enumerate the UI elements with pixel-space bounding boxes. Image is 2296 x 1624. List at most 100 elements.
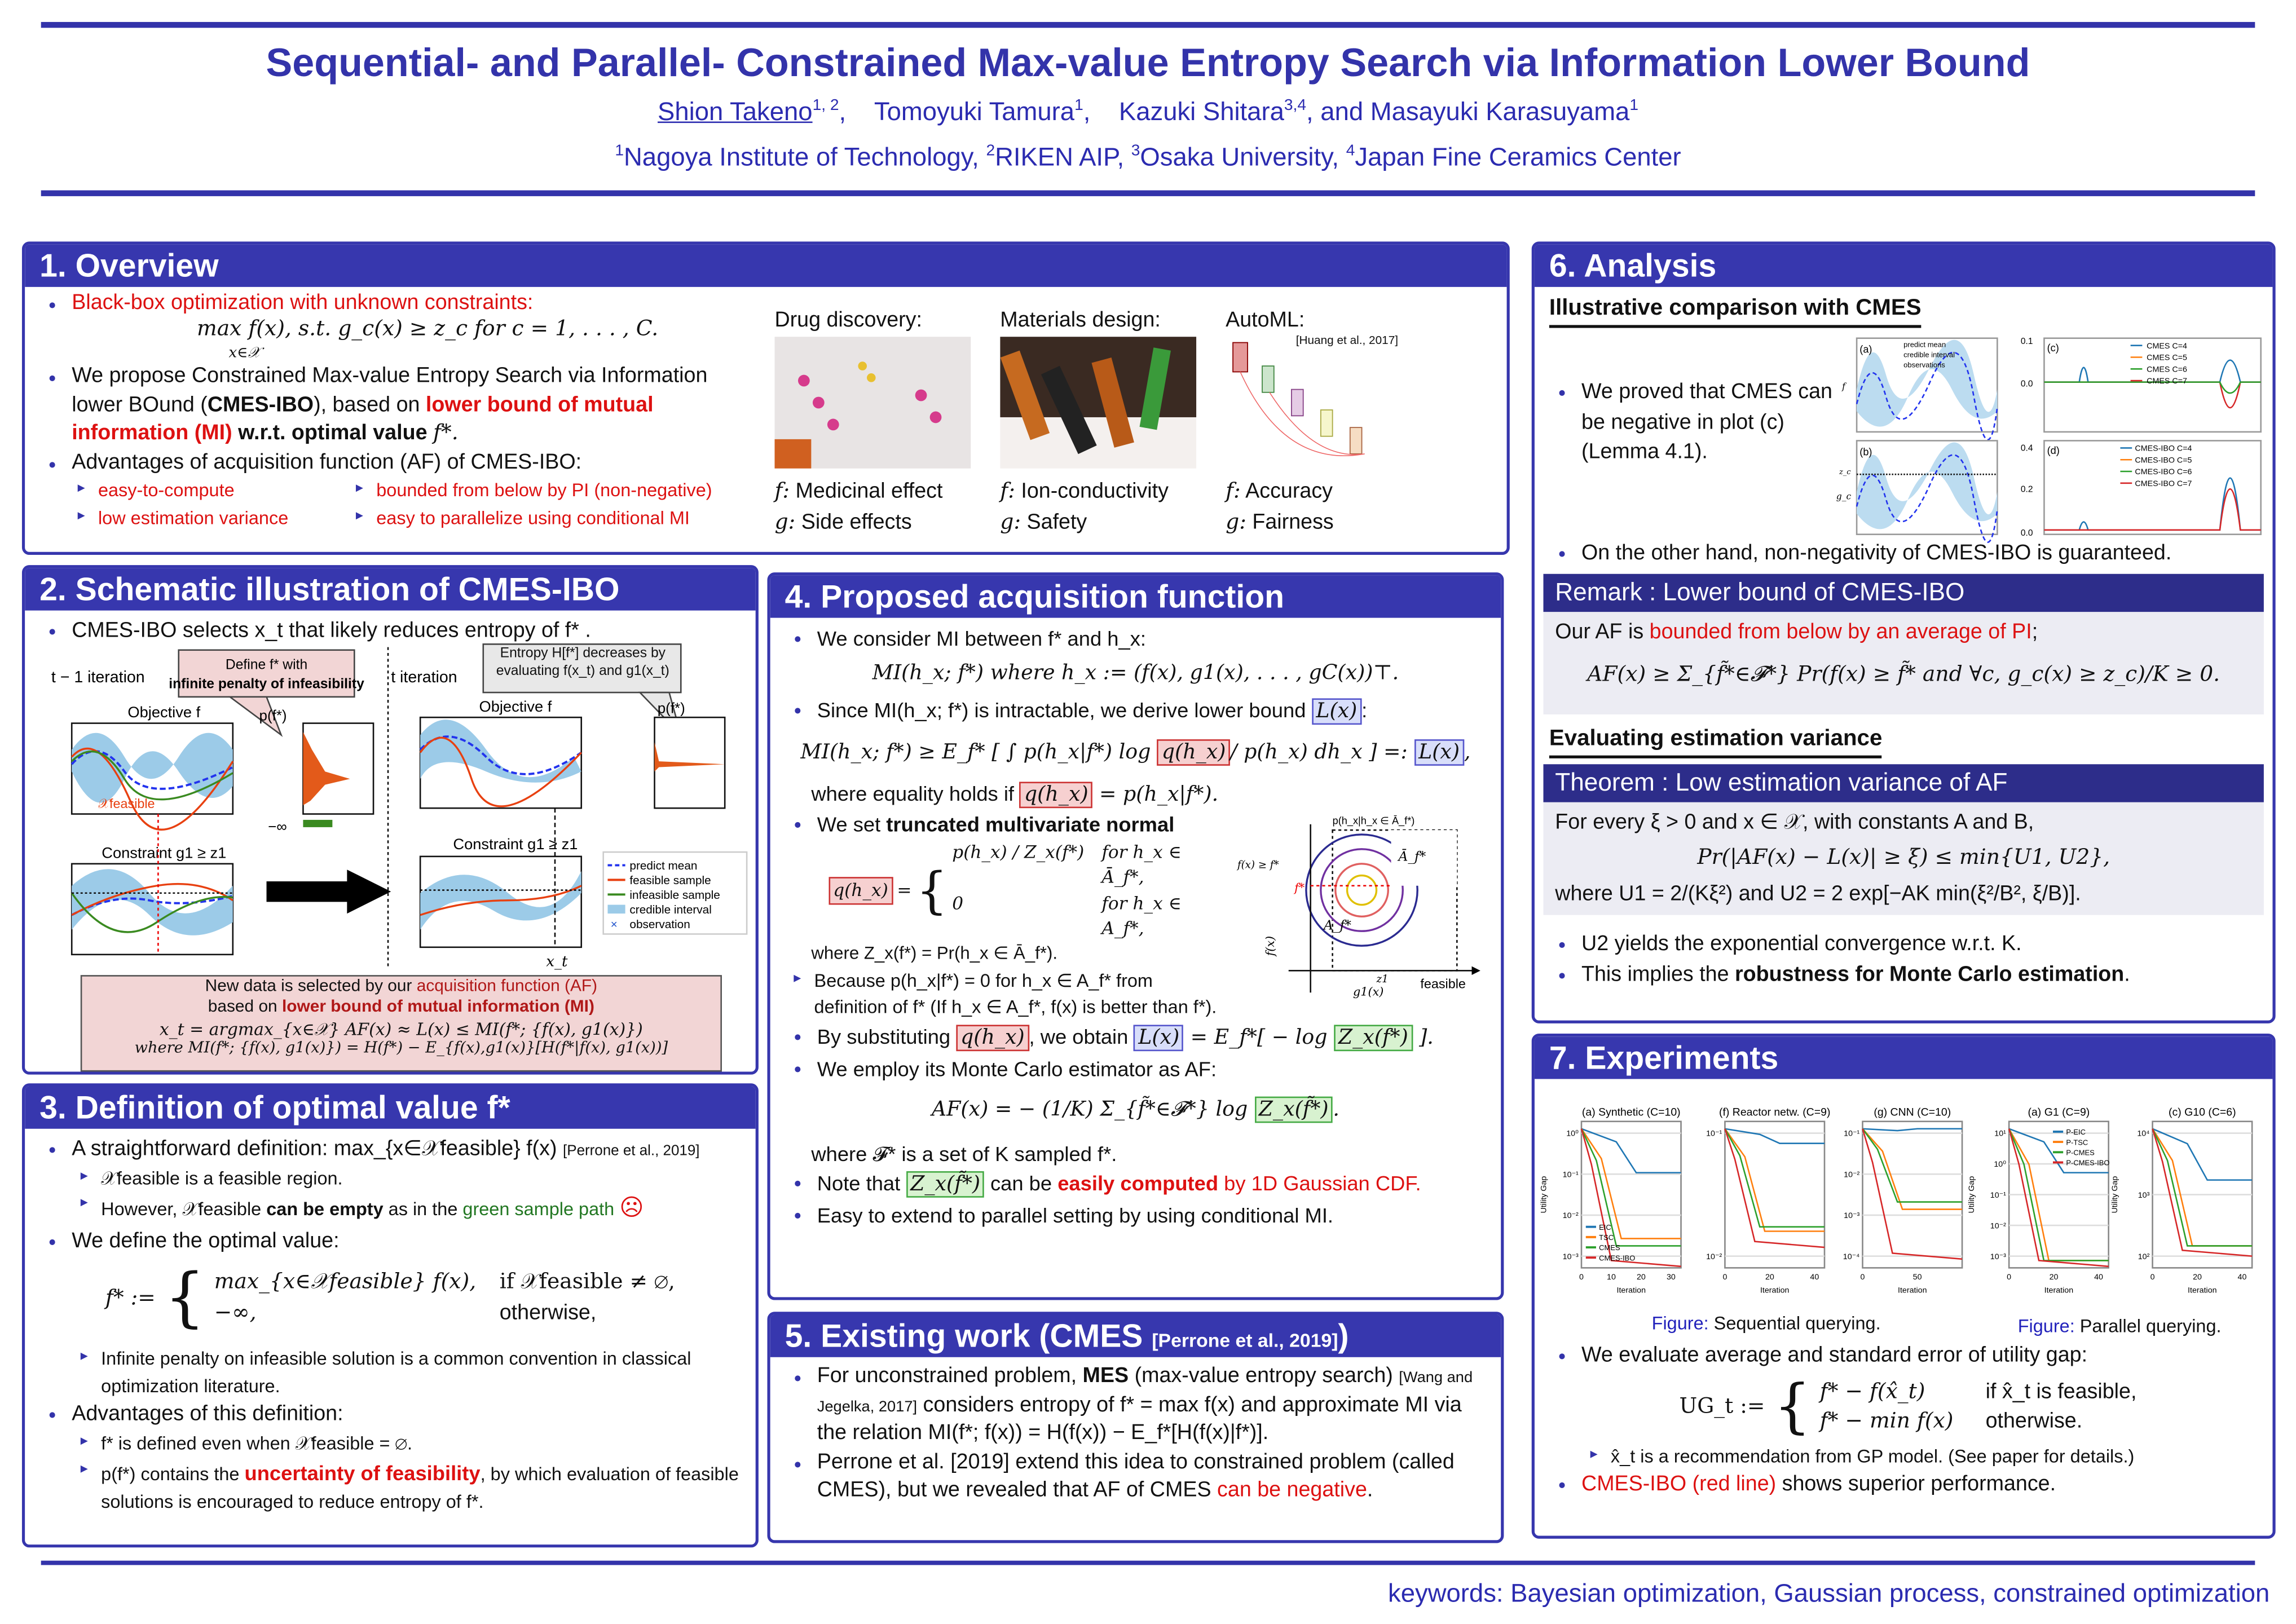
- svg-text:CMES C=5: CMES C=5: [2147, 354, 2187, 363]
- legend-item: infeasible sample: [629, 889, 720, 902]
- section-title: 2. Schematic illustration of CMES-IBO: [25, 568, 756, 611]
- callout-pointer: [227, 696, 283, 738]
- x-tick: 0: [1579, 1273, 1584, 1282]
- series-line: [2008, 1128, 2109, 1268]
- plot-title: (a) Synthetic (C=10): [1582, 1106, 1681, 1118]
- x-label: Iteration: [1898, 1286, 1927, 1295]
- top-rule: [41, 21, 2255, 28]
- plot-title: (c) G10 (C=6): [2169, 1106, 2236, 1118]
- y-tick: 10³: [2138, 1191, 2150, 1200]
- section-title: 7. Experiments: [1534, 1036, 2273, 1079]
- series-line: [1724, 1128, 1825, 1248]
- svg-text:g_c: g_c: [1836, 491, 1852, 501]
- y-tick: 10⁻¹: [1990, 1191, 2006, 1200]
- callout-left-text-b: infinite penalty of infeasibility: [169, 676, 364, 691]
- lower-bound-equation: MI(h_x; f*) ≥ E_f* [ ∫ p(h_x|f*) log q(h…: [785, 738, 1487, 767]
- xt-label: x_t: [546, 954, 568, 970]
- pfs-label-left: p(f*): [259, 707, 287, 723]
- remark-header: Remark : Lower bound of CMES-IBO: [1543, 574, 2264, 613]
- section-definition: 3. Definition of optimal value f* A stra…: [21, 1083, 759, 1548]
- x-label: Iteration: [1760, 1286, 1790, 1295]
- overview-bullet: Black-box optimization with unknown cons…: [49, 290, 757, 319]
- series-line: [1725, 1128, 1825, 1145]
- plot-c: [2043, 337, 2262, 433]
- svg-text:A_f*: A_f*: [1323, 918, 1351, 934]
- series-line: [1580, 1128, 1681, 1239]
- callout-right: [482, 643, 682, 694]
- section-title: 3. Definition of optimal value f*: [25, 1086, 756, 1129]
- svg-text:feasible: feasible: [1420, 977, 1466, 992]
- svg-text:observations: observations: [1903, 361, 1945, 369]
- series-line: [1724, 1128, 1825, 1228]
- svg-text:(b): (b): [1859, 446, 1872, 457]
- bottom-callout: New data is selected by our acquisition …: [80, 975, 722, 1072]
- keywords: keywords: Bayesian optimization, Gaussia…: [1388, 1578, 2270, 1608]
- svg-text:f: f: [1841, 382, 1847, 392]
- x-tick: 0: [2150, 1273, 2155, 1282]
- section-existing: 5. Existing work (CMES [Perrone et al., …: [767, 1312, 1504, 1543]
- equation: where MI(f*; {f(x), g1(x)}) = H(f*) − E_…: [134, 1039, 668, 1057]
- series-line: [2152, 1128, 2253, 1257]
- network-image: [1232, 341, 1365, 456]
- svg-text:Ā_f*: Ā_f*: [1397, 849, 1426, 865]
- utility-gap-definition: UG_t :={ f* − f(x̂_t) if x̂_t is feasible…: [1679, 1373, 2137, 1441]
- legend-item: observation: [629, 918, 690, 931]
- y-tick: 10⁻⁴: [1843, 1252, 1860, 1261]
- section-title: 5. Existing work (CMES [Perrone et al., …: [770, 1314, 1501, 1357]
- af-equation: AF(x) = − (1/K) Σ_{f̃*∈𝓕*} log Z_x(f̃*).: [785, 1095, 1487, 1125]
- caption-parallel: Figure: Parallel querying.: [2017, 1316, 2222, 1337]
- y-tick: 10⁻³: [1990, 1252, 2006, 1261]
- x-tick: 20: [2193, 1273, 2202, 1282]
- overview-bullet: Advantages of acquisition function (AF) …: [49, 449, 757, 478]
- schematic-figure: t − 1 iteration t iteration Define f* wi…: [51, 643, 748, 970]
- poster-title: Sequential- and Parallel- Constrained Ma…: [266, 41, 2030, 85]
- author: Tomoyuki Tamura: [874, 96, 1075, 126]
- section-analysis: 6. Analysis Illustrative comparison with…: [1531, 241, 2276, 1023]
- author: Kazuki Shitara: [1118, 96, 1284, 126]
- legend-item: CMES: [1599, 1243, 1620, 1252]
- subheading: Evaluating estimation variance: [1549, 723, 1883, 758]
- experiment-plot: (a) Synthetic (C=10) 10⁰ 10⁻¹ 10⁻² 10⁻³ 0 10 20…: [1540, 1106, 1682, 1295]
- y-tick: 10⁻²: [1990, 1221, 2006, 1230]
- svg-text:×: ×: [611, 918, 618, 931]
- pfs-label-right: p(f*): [658, 699, 685, 716]
- theorem-body: For every ξ > 0 and x ∈ 𝒳, with constant…: [1543, 802, 2264, 916]
- y-tick: 10⁻¹: [1706, 1129, 1722, 1138]
- x-label: Iteration: [2188, 1286, 2217, 1295]
- batteries-image: [1000, 336, 1197, 468]
- q-definition: q(h_x) ={ p(h_x) / Z_x(f*) for h_x ∈ Ā_f*,…: [829, 840, 1222, 942]
- left-iteration-label: t − 1 iteration: [51, 668, 145, 686]
- svg-text:z1: z1: [1376, 974, 1389, 986]
- svg-text:f*: f*: [1293, 881, 1305, 895]
- series-line: [1580, 1128, 1681, 1268]
- affiliations: 1Nagoya Institute of Technology, 2RIKEN …: [615, 142, 1681, 171]
- series-line: [1862, 1128, 1963, 1132]
- legend: [602, 851, 748, 935]
- right-iteration-label: t iteration: [391, 668, 457, 686]
- plot-title: (g) CNN (C=10): [1874, 1106, 1951, 1118]
- x-tick: 20: [1637, 1273, 1646, 1282]
- series-line: [1581, 1128, 1681, 1173]
- legend-item: P-TSC: [2066, 1138, 2088, 1146]
- y-label: Utility Gap: [1967, 1176, 1976, 1213]
- caption-sequential: Figure: Sequential querying.: [1651, 1313, 1881, 1334]
- series-line: [2008, 1128, 2109, 1261]
- objective-label-left: Objective f: [127, 703, 200, 721]
- arrow-icon: [266, 870, 391, 914]
- app-materials: Materials design: f: Ion-conductivity g:…: [1000, 306, 1197, 538]
- series-line: [1862, 1128, 1963, 1260]
- callout-left: [178, 649, 355, 698]
- x-tick: 40: [2094, 1273, 2103, 1282]
- svg-text:p(h_x|h_x ∈ Ā_f*): p(h_x|h_x ∈ Ā_f*): [1333, 816, 1415, 828]
- objective-label-right: Objective f: [479, 698, 552, 715]
- svg-text:0.0: 0.0: [2021, 379, 2033, 389]
- section-experiments: 7. Experiments (a) Synthetic (C=10) 10⁰ 10…: [1531, 1033, 2276, 1539]
- equation: x_t = argmax_{x∈𝒳} AF(x) ≈ L(x) ≤ MI(f*;…: [159, 1018, 643, 1039]
- citation: [Huang et al., 2017]: [1295, 333, 1399, 347]
- callout-left-text-a: Define f* with: [226, 657, 307, 673]
- y-tick: 10⁻³: [1844, 1211, 1859, 1220]
- y-tick: 10⁻²: [1706, 1252, 1722, 1261]
- experiment-plots: (a) Synthetic (C=10) 10⁰ 10⁻¹ 10⁻² 10⁻³ 0 10 20…: [1540, 1106, 2253, 1295]
- definition-bullet: A straightforward definition: max_{x∈𝒳fe…: [49, 1135, 741, 1164]
- svg-text:CMES C=6: CMES C=6: [2147, 365, 2187, 374]
